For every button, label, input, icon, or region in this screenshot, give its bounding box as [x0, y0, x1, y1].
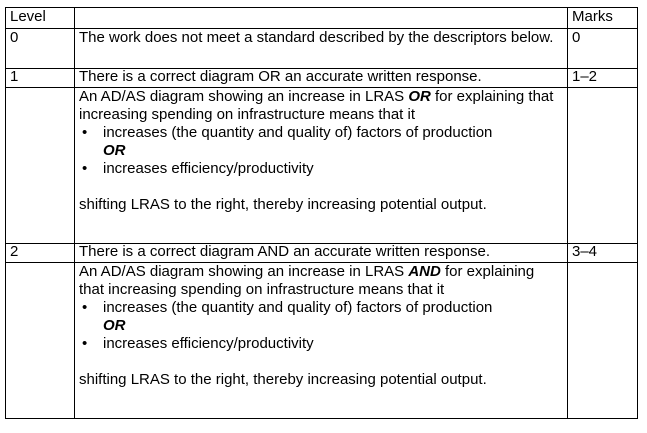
- level-cell: 0: [5, 28, 75, 69]
- descriptor-points: increases (the quantity and quality of) …: [79, 299, 563, 317]
- description-cell: The work does not meet a standard descri…: [74, 28, 568, 69]
- descriptor-points: increases efficiency/productivity: [79, 160, 563, 178]
- marks-cell: 0: [567, 28, 638, 69]
- or-label: OR: [103, 317, 126, 334]
- marks-cell: 1–2: [567, 68, 638, 88]
- descriptor-row: An AD/AS diagram showing an increase in …: [5, 262, 638, 419]
- description-cell: There is a correct diagram OR an accurat…: [74, 68, 568, 88]
- descriptor-conclusion: shifting LRAS to the right, thereby incr…: [79, 196, 487, 213]
- marks-cell-empty: [567, 262, 638, 419]
- marks-cell-empty: [567, 87, 638, 244]
- or-label: OR: [103, 142, 126, 159]
- connector-label: AND: [408, 263, 441, 281]
- descriptor-points: increases (the quantity and quality of) …: [79, 124, 563, 142]
- list-item: increases efficiency/productivity: [79, 335, 563, 353]
- descriptor-points: increases efficiency/productivity: [79, 335, 563, 353]
- table-row: 1 There is a correct diagram OR an accur…: [5, 68, 638, 88]
- descriptor-cell: An AD/AS diagram showing an increase in …: [74, 87, 568, 244]
- descriptor-intro: An AD/AS diagram showing an increase in …: [79, 263, 535, 299]
- list-item: increases (the quantity and quality of) …: [79, 124, 563, 142]
- header-row: Level Marks: [5, 7, 638, 29]
- level-cell-empty: [5, 262, 75, 419]
- level-cell: 2: [5, 243, 75, 263]
- level-cell-empty: [5, 87, 75, 244]
- description-cell: There is a correct diagram AND an accura…: [74, 243, 568, 263]
- list-item: increases efficiency/productivity: [79, 160, 563, 178]
- level-header: Level: [5, 7, 75, 29]
- list-item: increases (the quantity and quality of) …: [79, 299, 563, 317]
- descriptor-conclusion: shifting LRAS to the right, thereby incr…: [79, 371, 487, 388]
- level-cell: 1: [5, 68, 75, 88]
- descriptor-row: An AD/AS diagram showing an increase in …: [5, 87, 638, 244]
- descriptor-cell: An AD/AS diagram showing an increase in …: [74, 262, 568, 419]
- descriptor-intro: An AD/AS diagram showing an increase in …: [79, 88, 554, 124]
- mark-scheme-table: Level Marks 0 The work does not meet a s…: [5, 7, 638, 419]
- marks-header: Marks: [567, 7, 638, 29]
- description-header: [74, 7, 568, 29]
- connector-label: OR: [408, 88, 431, 106]
- table-row: 2 There is a correct diagram AND an accu…: [5, 243, 638, 263]
- table-row: 0 The work does not meet a standard desc…: [5, 28, 638, 69]
- marks-cell: 3–4: [567, 243, 638, 263]
